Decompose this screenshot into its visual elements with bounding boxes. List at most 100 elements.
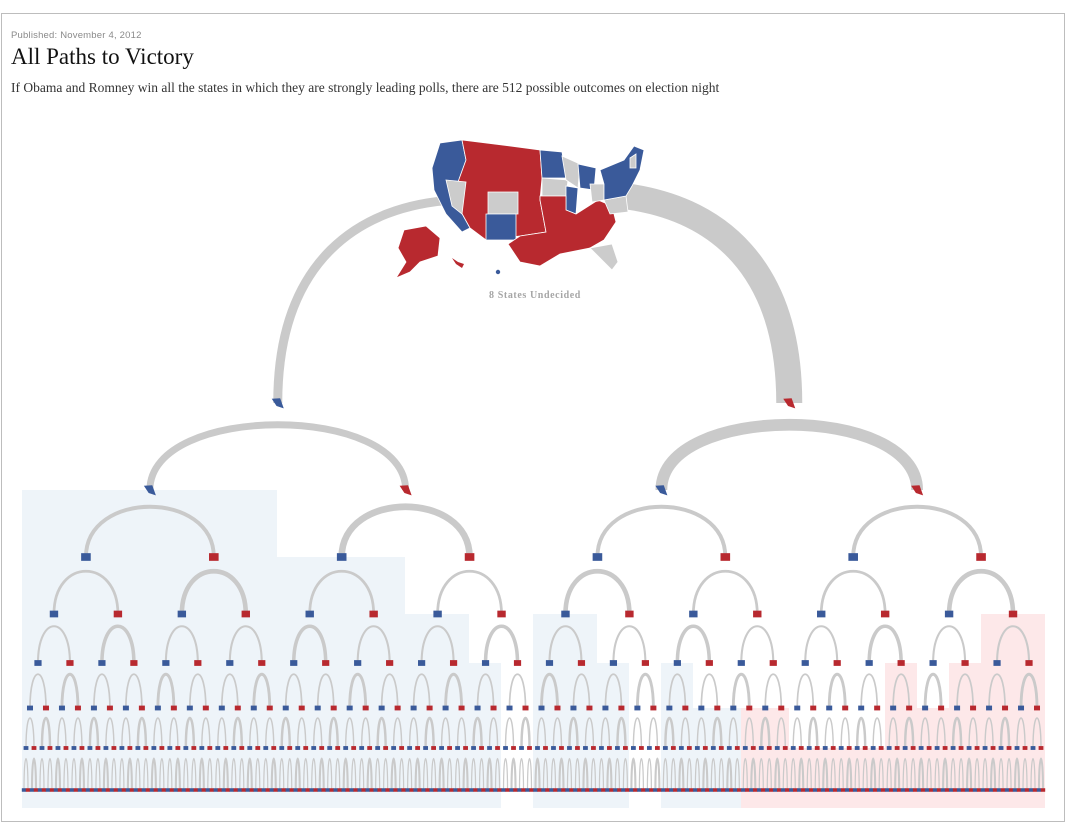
state-icon[interactable] [349, 788, 354, 792]
state-icon[interactable] [423, 746, 429, 750]
state-icon[interactable] [1002, 705, 1009, 711]
state-icon[interactable] [902, 746, 908, 750]
state-icon[interactable] [233, 788, 238, 792]
state-icon[interactable] [774, 746, 780, 750]
state-icon[interactable] [354, 660, 362, 666]
state-icon[interactable] [191, 746, 197, 750]
florida-icon[interactable] [271, 398, 284, 409]
state-icon[interactable] [197, 788, 203, 792]
state-icon[interactable] [257, 788, 262, 792]
state-icon[interactable] [966, 746, 972, 750]
state-icon[interactable] [625, 610, 634, 618]
state-icon[interactable] [170, 705, 177, 711]
state-icon[interactable] [1014, 746, 1020, 750]
state-icon[interactable] [21, 788, 27, 792]
state-icon[interactable] [625, 788, 630, 792]
state-icon[interactable] [948, 788, 954, 792]
state-icon[interactable] [461, 788, 466, 792]
state-icon[interactable] [253, 788, 258, 792]
state-icon[interactable] [599, 746, 604, 750]
state-icon[interactable] [762, 705, 769, 711]
ohio-icon[interactable] [655, 485, 668, 496]
state-icon[interactable] [71, 746, 77, 750]
state-icon[interactable] [848, 788, 854, 792]
state-icon[interactable] [490, 705, 497, 711]
state-icon[interactable] [730, 705, 737, 711]
state-icon[interactable] [167, 746, 173, 750]
state-icon[interactable] [185, 788, 191, 792]
state-icon[interactable] [269, 788, 274, 792]
state-icon[interactable] [265, 788, 270, 792]
state-icon[interactable] [838, 746, 844, 750]
state-icon[interactable] [298, 705, 305, 711]
state-icon[interactable] [865, 660, 873, 666]
state-icon[interactable] [469, 788, 474, 792]
state-icon[interactable] [956, 788, 962, 792]
state-icon[interactable] [856, 788, 862, 792]
state-icon[interactable] [654, 746, 660, 750]
state-icon[interactable] [637, 788, 642, 792]
state-icon[interactable] [617, 788, 622, 792]
state-icon[interactable] [525, 788, 530, 792]
state-icon[interactable] [229, 788, 234, 792]
state-icon[interactable] [311, 746, 317, 750]
state-icon[interactable] [125, 788, 131, 792]
state-icon[interactable] [749, 788, 754, 792]
state-icon[interactable] [193, 788, 199, 792]
state-icon[interactable] [505, 788, 510, 792]
state-icon[interactable] [313, 788, 318, 792]
state-icon[interactable] [718, 746, 724, 750]
state-icon[interactable] [497, 610, 506, 618]
state-icon[interactable] [153, 788, 159, 792]
state-icon[interactable] [226, 660, 234, 666]
state-icon[interactable] [47, 746, 53, 750]
state-icon[interactable] [685, 788, 690, 792]
state-icon[interactable] [418, 660, 426, 666]
state-icon[interactable] [394, 705, 401, 711]
state-icon[interactable] [1025, 660, 1033, 666]
state-icon[interactable] [607, 746, 612, 750]
state-icon[interactable] [361, 788, 366, 792]
state-icon[interactable] [477, 788, 482, 792]
state-icon[interactable] [303, 746, 309, 750]
state-icon[interactable] [441, 788, 446, 792]
state-icon[interactable] [844, 788, 850, 792]
state-icon[interactable] [141, 788, 147, 792]
state-icon[interactable] [351, 746, 357, 750]
state-icon[interactable] [319, 746, 325, 750]
state-icon[interactable] [634, 705, 641, 711]
state-icon[interactable] [277, 788, 282, 792]
state-icon[interactable] [737, 788, 742, 792]
state-icon[interactable] [343, 746, 349, 750]
state-icon[interactable] [513, 660, 522, 666]
state-icon[interactable] [797, 788, 802, 792]
state-icon[interactable] [761, 788, 766, 792]
state-icon[interactable] [892, 788, 898, 792]
state-icon[interactable] [541, 788, 546, 792]
state-icon[interactable] [221, 788, 227, 792]
state-icon[interactable] [801, 660, 809, 666]
state-icon[interactable] [181, 788, 187, 792]
state-icon[interactable] [822, 746, 828, 750]
state-icon[interactable] [151, 746, 157, 750]
state-icon[interactable] [813, 788, 818, 792]
state-icon[interactable] [972, 788, 978, 792]
state-icon[interactable] [95, 746, 101, 750]
state-icon[interactable] [149, 788, 155, 792]
state-icon[interactable] [325, 788, 330, 792]
state-icon[interactable] [503, 746, 508, 750]
state-icon[interactable] [910, 746, 916, 750]
state-icon[interactable] [714, 705, 721, 711]
state-icon[interactable] [489, 788, 494, 792]
state-icon[interactable] [693, 788, 698, 792]
state-icon[interactable] [97, 788, 103, 792]
state-icon[interactable] [982, 746, 988, 750]
state-icon[interactable] [682, 705, 689, 711]
state-icon[interactable] [42, 705, 49, 711]
state-icon[interactable] [202, 705, 209, 711]
state-icon[interactable] [433, 788, 438, 792]
state-icon[interactable] [445, 788, 450, 792]
state-icon[interactable] [177, 788, 183, 792]
state-icon[interactable] [407, 746, 413, 750]
state-icon[interactable] [479, 746, 484, 750]
